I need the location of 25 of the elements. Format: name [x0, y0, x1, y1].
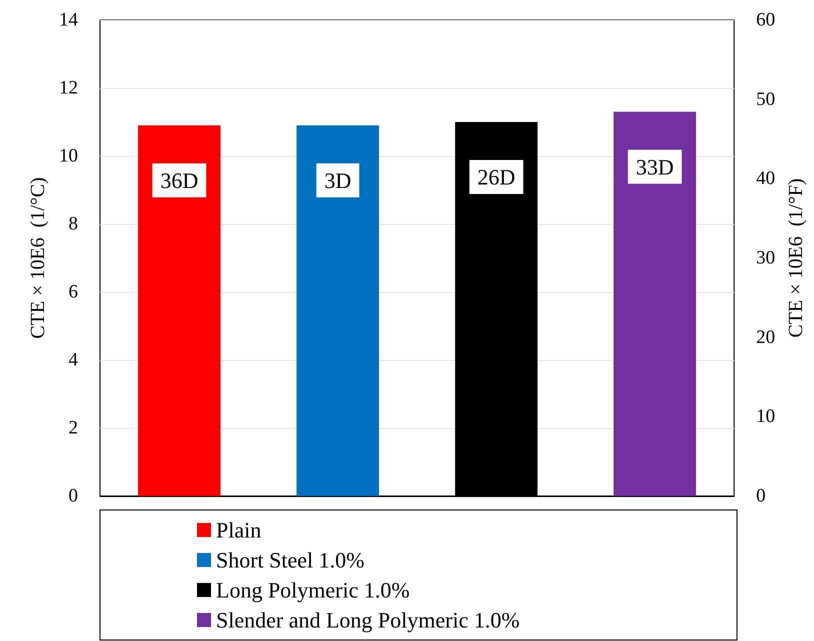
annotation: 36D	[160, 168, 198, 193]
y-tick-label: 10	[59, 146, 78, 166]
y2-tick-label: 30	[756, 248, 776, 268]
y2-tick-label: 60	[756, 10, 776, 30]
y-tick-label: 14	[59, 10, 78, 30]
y2-tick-label: 10	[756, 406, 776, 428]
y2-tick-label: 40	[756, 168, 776, 190]
legend-label: Plain	[216, 518, 262, 542]
y2-tick-label: 0	[756, 486, 766, 506]
y2-tick-label: 50	[756, 88, 776, 110]
annotation: 26D	[477, 164, 516, 190]
y-tick-label: 12	[59, 78, 78, 98]
y-tick-label: 2	[68, 418, 78, 438]
y2-tick-label: 20	[756, 326, 776, 348]
y-tick-label: 0	[68, 486, 78, 506]
y-axis-title: CTE × 10E6 (1/°C)	[27, 177, 50, 339]
y-tick-label: 8	[68, 214, 78, 234]
annotation: 33D	[636, 154, 674, 180]
annotation: 3D	[324, 168, 352, 193]
legend-label: Slender and Long Polymeric 1.0%	[216, 608, 520, 632]
y2-axis-title: CTE × 10E6 (1/°F)	[785, 178, 807, 338]
y-tick-label: 4	[68, 350, 78, 370]
legend-label: Short Steel 1.0%	[216, 548, 364, 572]
y-tick-label: 6	[68, 282, 78, 302]
legend-label: Long Polymeric 1.0%	[216, 578, 410, 602]
